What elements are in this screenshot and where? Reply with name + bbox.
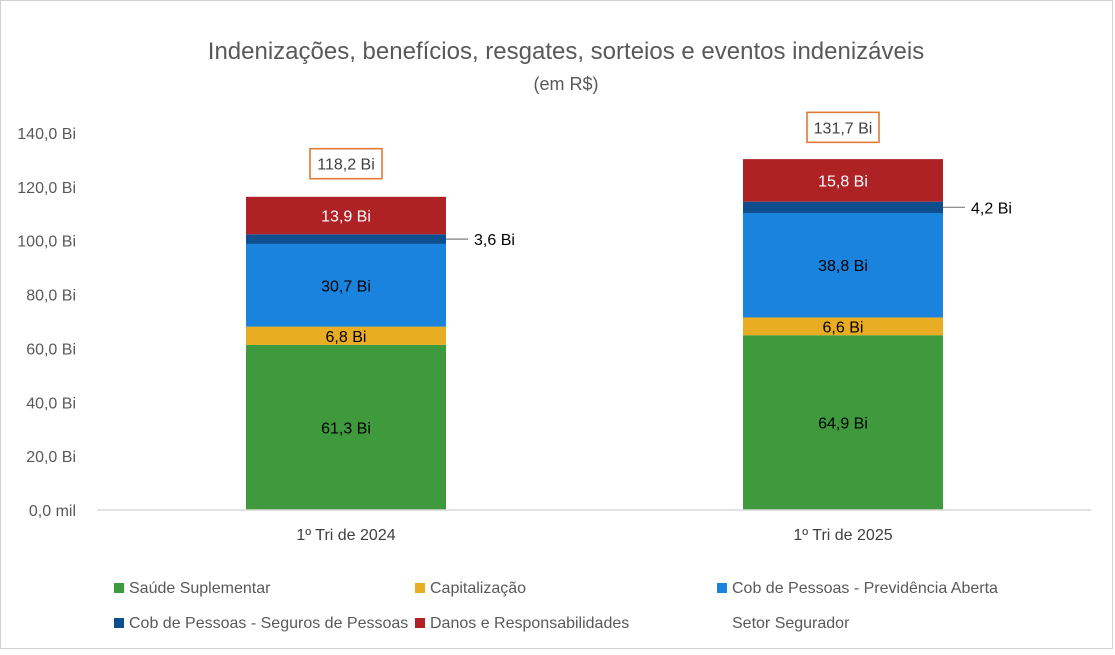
data-label: 15,8 Bi xyxy=(818,173,868,190)
bar-segment xyxy=(246,234,446,244)
data-label: 13,9 Bi xyxy=(321,209,371,226)
bar-segment xyxy=(743,212,943,318)
legend-label: Danos e Responsabilidades xyxy=(430,615,629,632)
total-label-box xyxy=(309,147,383,180)
data-label: 30,7 Bi xyxy=(321,278,371,295)
x-axis: 1º Tri de 2024 1º Tri de 2025 xyxy=(296,527,892,544)
data-label: 6,8 Bi xyxy=(326,329,367,346)
bars xyxy=(246,159,943,510)
data-labels: 61,3 Bi 6,8 Bi 30,7 Bi 3,6 Bi 13,9 Bi 64,9 Bi… xyxy=(321,173,1012,437)
y-tick-label: 100,0 Bi xyxy=(17,234,76,251)
bar-segment xyxy=(246,326,446,345)
y-tick-label: 40,0 Bi xyxy=(26,395,76,412)
x-tick-label: 1º Tri de 2025 xyxy=(793,527,892,544)
bar-segment xyxy=(246,196,446,235)
total-label-box xyxy=(806,111,880,144)
data-label: 3,6 Bi xyxy=(474,232,515,249)
legend-swatch xyxy=(114,618,124,628)
chart-title: Indenizações, benefícios, resgates, sort… xyxy=(208,38,924,65)
y-tick-label: 140,0 Bi xyxy=(17,126,76,143)
legend-label: Saúde Suplementar xyxy=(129,580,271,597)
data-label: 4,2 Bi xyxy=(971,200,1012,217)
legend-label: Cob de Pessoas - Seguros de Pessoas xyxy=(129,615,408,632)
chart-subtitle: (em R$) xyxy=(533,74,598,94)
data-label: 64,9 Bi xyxy=(818,416,868,433)
y-tick-label: 20,0 Bi xyxy=(26,449,76,466)
legend-label: Setor Segurador xyxy=(732,615,850,632)
data-label: 61,3 Bi xyxy=(321,420,371,437)
legend-label: Capitalização xyxy=(430,580,526,597)
bar-segment xyxy=(743,159,943,202)
y-tick-label: 120,0 Bi xyxy=(17,180,76,197)
y-tick-label: 0,0 mil xyxy=(29,503,76,520)
legend-swatch xyxy=(415,618,425,628)
legend-swatch xyxy=(717,583,727,593)
y-tick-label: 60,0 Bi xyxy=(26,341,76,358)
legend-swatch xyxy=(415,583,425,593)
bar-segment xyxy=(743,201,943,213)
total-labels: 118,2 Bi 131,7 Bi xyxy=(309,111,880,180)
legend: Saúde Suplementar Capitalização Cob de Pes… xyxy=(114,580,998,632)
legend-label: Cob de Pessoas - Previdência Aberta xyxy=(732,580,998,597)
bar-segment xyxy=(743,317,943,336)
x-tick-label: 1º Tri de 2024 xyxy=(296,527,395,544)
bar-segment xyxy=(246,344,446,510)
data-label: 6,6 Bi xyxy=(823,319,864,336)
bar-segment xyxy=(743,335,943,510)
total-label: 131,7 Bi xyxy=(814,120,873,137)
total-label: 118,2 Bi xyxy=(317,157,375,174)
bar-segment xyxy=(246,243,446,327)
y-tick-label: 80,0 Bi xyxy=(26,288,76,305)
y-axis: 0,0 mil 20,0 Bi 40,0 Bi 60,0 Bi 80,0 Bi 100,0… xyxy=(17,126,76,520)
data-label: 38,8 Bi xyxy=(818,258,868,275)
legend-swatch xyxy=(114,583,124,593)
